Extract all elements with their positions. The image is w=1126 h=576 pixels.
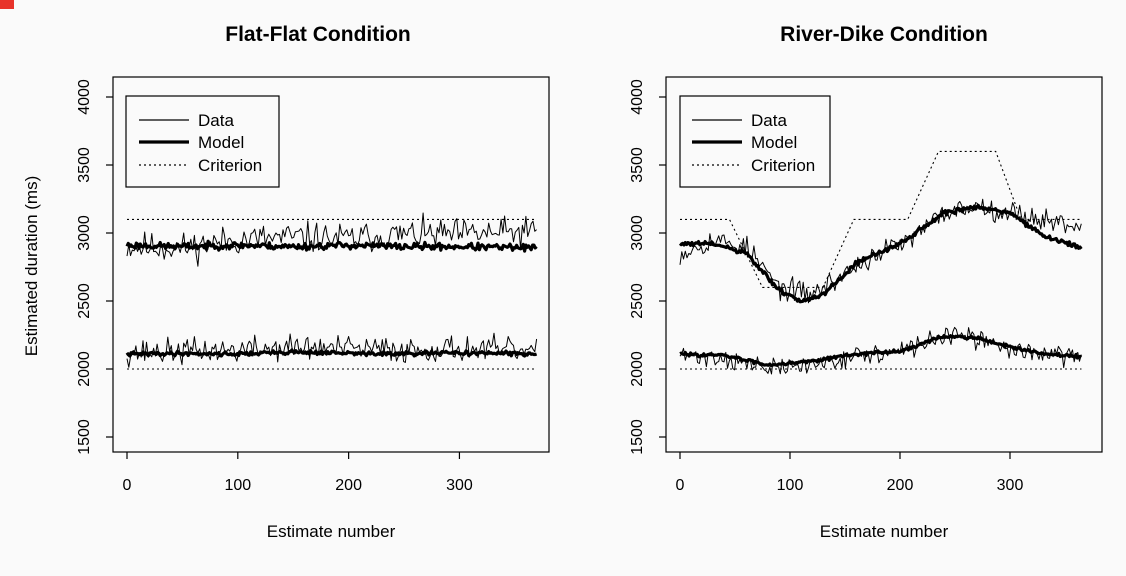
legend: Data Model Criterion [125,95,280,188]
chart-title: River-Dike Condition [780,23,988,46]
x-tick-label: 300 [446,477,473,494]
series-model-long [678,203,1083,304]
y-tick-label: 2000 [76,351,93,387]
legend: Data Model Criterion [679,95,831,188]
plot-frame [112,76,550,453]
y-axis-label: Estimated duration (ms) [22,176,41,356]
x-axis: 0 100 200 300 [123,452,473,494]
x-tick-label: 200 [335,477,362,494]
y-tick-label: 4000 [76,79,93,115]
y-tick-label: 3000 [629,215,646,251]
legend-label-criterion: Criterion [751,156,815,175]
series-data-long [126,212,537,267]
series-data-long [679,198,1082,304]
legend-label-data: Data [751,111,787,130]
corner-mark [0,0,14,9]
series-group [678,150,1083,375]
series-group [125,212,538,370]
plot-frame [665,76,1103,453]
legend-label-model: Model [751,133,797,152]
series-model-long [125,239,538,253]
legend-label-data: Data [198,111,234,130]
y-tick-label: 3000 [76,215,93,251]
x-tick-label: 0 [676,477,685,494]
x-axis-label: Estimate number [267,522,396,541]
y-tick-label: 3500 [76,147,93,183]
legend-label-model: Model [198,133,244,152]
x-axis-label: Estimate number [820,522,949,541]
y-axis: 1500 2000 2500 3000 3500 4000 [629,79,666,455]
y-tick-label: 1500 [629,419,646,455]
chart-title: Flat-Flat Condition [225,23,410,46]
y-tick-label: 2000 [629,351,646,387]
x-tick-label: 200 [887,477,914,494]
y-tick-label: 3500 [629,147,646,183]
x-tick-label: 100 [224,477,251,494]
x-axis: 0 100 200 300 [676,452,1024,494]
x-tick-label: 100 [777,477,804,494]
y-axis: 1500 2000 2500 3000 3500 4000 [76,79,113,455]
series-model-short [679,334,1083,368]
y-tick-label: 2500 [629,283,646,319]
y-tick-label: 2500 [76,283,93,319]
x-tick-label: 300 [997,477,1024,494]
series-data-short [126,332,538,368]
y-tick-label: 4000 [629,79,646,115]
series-model-short [125,348,538,358]
y-tick-label: 1500 [76,419,93,455]
x-tick-label: 0 [123,477,132,494]
panel-river-dike: River-Dike Condition Estimate number 150… [629,23,1103,541]
panel-flat-flat: Flat-Flat Condition Estimated duration (… [22,23,550,541]
legend-label-criterion: Criterion [198,156,262,175]
